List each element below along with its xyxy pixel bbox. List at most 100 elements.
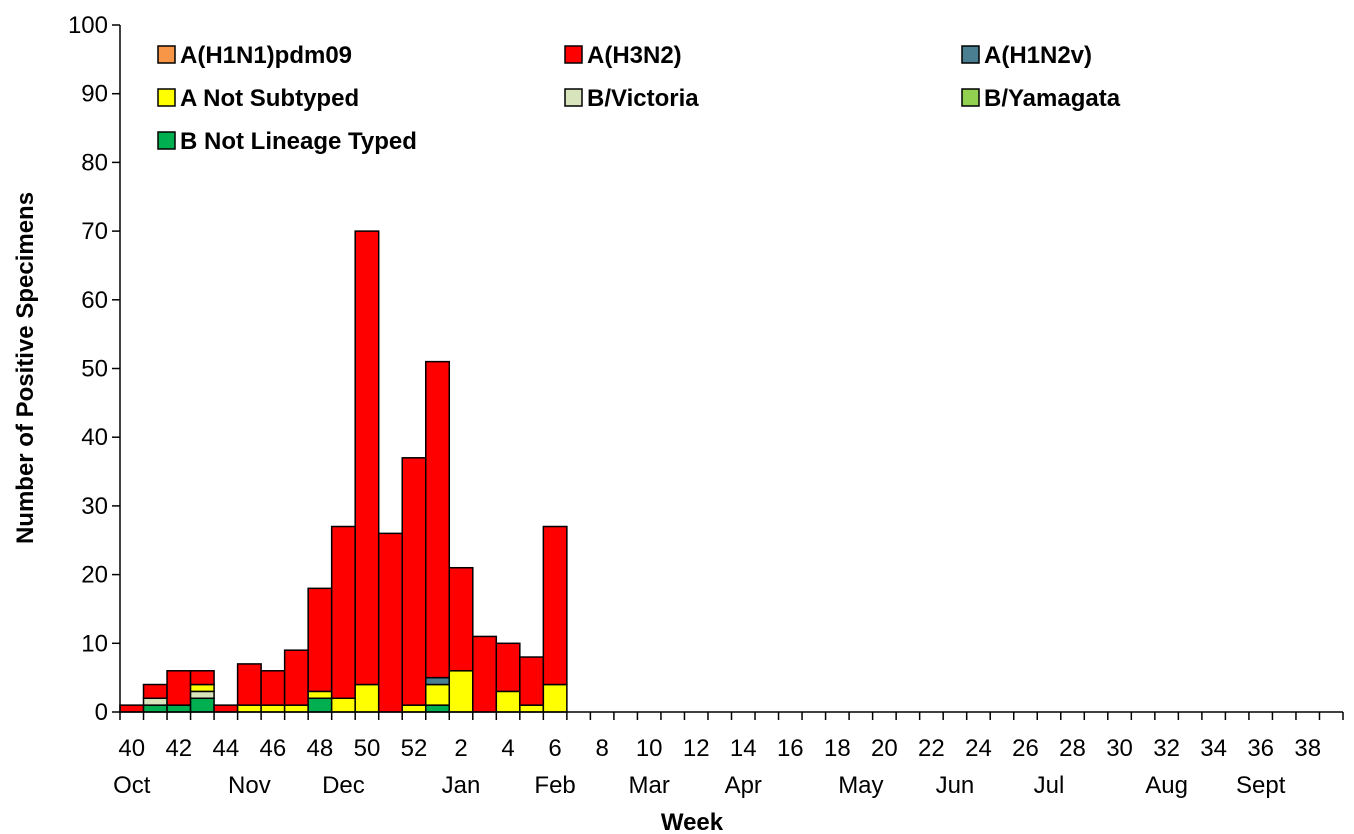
legend-swatch-a-h1n2v- [961,45,980,64]
bars-layer [119,230,568,713]
x-tick-label-week-28: 28 [1059,735,1086,762]
y-tick-label: 100 [68,12,108,39]
bar-segment-week-46-a-h3n2- [260,670,286,706]
x-month-label-sept: Sept [1236,772,1286,799]
y-tick-label: 70 [81,218,108,245]
x-month-label-feb: Feb [534,772,575,799]
x-month-label-may: May [838,772,883,799]
legend-label-a-not-subtyped: A Not Subtyped [180,85,359,112]
legend-label-a-h3n2-: A(H3N2) [587,42,682,69]
y-tick-label: 30 [81,493,108,520]
y-tick-label: 10 [81,630,108,657]
bar-segment-week-4-a-h3n2- [495,642,521,693]
legend-swatch-a-h1n1-pdm09 [157,45,176,64]
bar-segment-week-6-a-not-subtyped [542,683,568,713]
bar-segment-week-41-a-h3n2- [142,683,168,700]
bar-segment-week-51-a-h3n2- [377,532,403,713]
bar-segment-week-46-a-not-subtyped [260,704,286,713]
x-tick-label-week-10: 10 [636,735,663,762]
legend-label-a-h1n1-pdm09: A(H1N1)pdm09 [180,42,352,69]
x-tick-label-week-14: 14 [730,735,757,762]
x-tick-label-week-50: 50 [354,735,381,762]
y-tick-label: 20 [81,562,108,589]
y-axis-ticks: 0 10 20 30 40 50 60 70 80 90 100 [68,12,120,726]
bar-segment-week-42-b-not-lineage-typed [166,704,192,713]
bar-segment-week-5-a-h3n2- [519,656,545,706]
bar-segment-week-4-a-not-subtyped [495,690,521,713]
x-tick-label-week-34: 34 [1200,735,1227,762]
bar-segment-week-40-a-h3n2- [119,704,145,713]
bar-segment-week-44-a-h3n2- [213,704,239,713]
x-tick-label-week-40: 40 [118,735,145,762]
y-tick-label: 90 [81,81,108,108]
x-tick-label-week-24: 24 [965,735,992,762]
legend-swatch-a-not-subtyped [157,88,176,107]
y-tick-label: 50 [81,356,108,383]
x-tick-label-week-4: 4 [501,735,514,762]
x-tick-label-week-20: 20 [871,735,898,762]
bar-segment-week-49-a-not-subtyped [330,697,356,713]
bar-segment-week-1-a-h3n2- [425,360,451,679]
y-tick-label: 60 [81,287,108,314]
x-axis-title: Week [661,809,724,834]
x-tick-label-week-36: 36 [1247,735,1274,762]
legend-swatch-a-h3n2- [564,45,583,64]
x-tick-label-week-8: 8 [595,735,608,762]
y-axis-title: Number of Positive Specimens [12,192,39,544]
x-tick-label-week-6: 6 [548,735,561,762]
bar-segment-week-47-a-not-subtyped [283,704,309,713]
bar-segment-week-52-a-h3n2- [401,457,427,706]
y-tick-label: 0 [95,699,108,726]
x-tick-label-week-12: 12 [683,735,710,762]
bar-segment-week-41-b-not-lineage-typed [142,704,168,713]
legend-label-a-h1n2v-: A(H1N2v) [984,42,1092,69]
bar-segment-week-48-a-h3n2- [307,587,333,693]
bar-segment-week-49-a-h3n2- [330,525,356,700]
bar-segment-week-6-a-h3n2- [542,525,568,686]
bar-segment-week-5-a-not-subtyped [519,704,545,713]
bar-segment-week-52-a-not-subtyped [401,704,427,713]
x-tick-label-week-26: 26 [1012,735,1039,762]
bar-segment-week-48-b-not-lineage-typed [307,697,333,713]
bar-segment-week-3-a-h3n2- [472,635,498,713]
bar-segment-week-2-a-not-subtyped [448,670,474,713]
legend-label-b-not-lineage-typed: B Not Lineage Typed [180,128,417,155]
x-month-label-apr: Apr [725,772,762,799]
bar-segment-week-1-a-not-subtyped [425,683,451,706]
legend: A(H1N1)pdm09 A(H3N2) A(H1N2v) A Not Subtype… [157,42,1121,155]
y-tick-label: 80 [81,149,108,176]
x-tick-label-week-2: 2 [454,735,467,762]
bar-segment-week-47-a-h3n2- [283,649,309,706]
x-tick-label-week-42: 42 [165,735,192,762]
bar-segment-week-1-a-h1n2v- [425,676,451,686]
bar-segment-week-48-a-not-subtyped [307,690,333,700]
legend-label-b-victoria: B/Victoria [587,85,699,112]
bar-segment-week-45-a-not-subtyped [236,704,262,713]
bar-segment-week-50-a-not-subtyped [354,683,380,713]
x-month-label-aug: Aug [1145,772,1188,799]
legend-swatch-b-victoria [564,88,583,107]
x-tick-label-week-46: 46 [260,735,287,762]
x-month-label-oct: Oct [113,772,151,799]
x-month-label-dec: Dec [322,772,365,799]
x-axis-ticks: 40 42 44 46 48 50 52 2 4 6 8 10 12 14 16 18 20 22 24 26 28 30… [118,712,1344,762]
x-month-label-jul: Jul [1034,772,1065,799]
y-tick-label: 40 [81,424,108,451]
legend-swatch-b-yamagata [961,88,980,107]
legend-swatch-b-not-lineage-typed [157,131,176,150]
x-month-label-jan: Jan [442,772,481,799]
bar-segment-week-50-a-h3n2- [354,230,380,686]
x-tick-label-week-22: 22 [918,735,945,762]
bar-segment-week-2-a-h3n2- [448,566,474,672]
bar-segment-week-43-a-h3n2- [189,670,215,686]
x-tick-label-week-30: 30 [1106,735,1133,762]
x-tick-label-week-38: 38 [1294,735,1321,762]
bar-segment-week-45-a-h3n2- [236,663,262,706]
bar-segment-week-42-a-h3n2- [166,670,192,706]
x-month-label-nov: Nov [228,772,271,799]
bar-segment-week-43-b-victoria [189,690,215,700]
x-tick-label-week-52: 52 [401,735,428,762]
x-tick-label-week-32: 32 [1153,735,1180,762]
x-month-label-mar: Mar [629,772,670,799]
